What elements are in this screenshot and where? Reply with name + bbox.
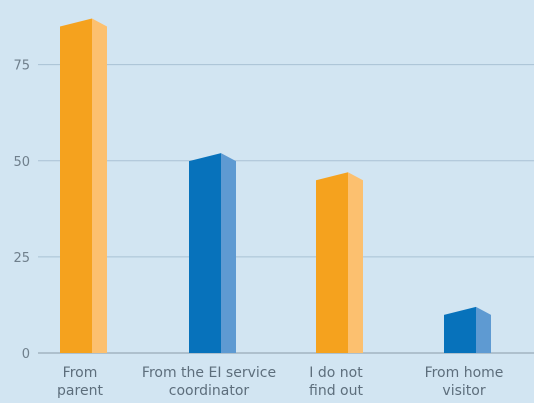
bar-side xyxy=(92,18,107,354)
bar-front xyxy=(316,172,348,353)
gridlines xyxy=(38,64,534,354)
bar-side xyxy=(348,172,363,353)
bar-side xyxy=(476,306,491,353)
y-tick-label: 50 xyxy=(13,155,30,170)
x-category-label: From parent xyxy=(57,365,103,399)
bar-front xyxy=(189,153,221,353)
bar-side xyxy=(221,153,236,353)
x-category-label: From home visitor xyxy=(425,365,504,399)
bar-front xyxy=(444,306,476,353)
bar xyxy=(60,18,107,354)
bar xyxy=(444,306,491,353)
y-tick-label: 75 xyxy=(13,59,30,74)
x-axis-category-labels: From parent From the EI service coordinator… xyxy=(57,365,503,399)
bar xyxy=(316,172,363,353)
x-category-label: From the EI service coordinator xyxy=(142,365,276,399)
bar xyxy=(189,153,236,353)
x-category-label: I do not find out xyxy=(309,365,363,399)
y-axis-tick-labels: 0 25 50 75 xyxy=(13,59,30,362)
y-tick-label: 25 xyxy=(13,251,30,266)
bars xyxy=(60,18,491,354)
bar-front xyxy=(60,18,92,354)
y-tick-label: 0 xyxy=(22,347,30,362)
